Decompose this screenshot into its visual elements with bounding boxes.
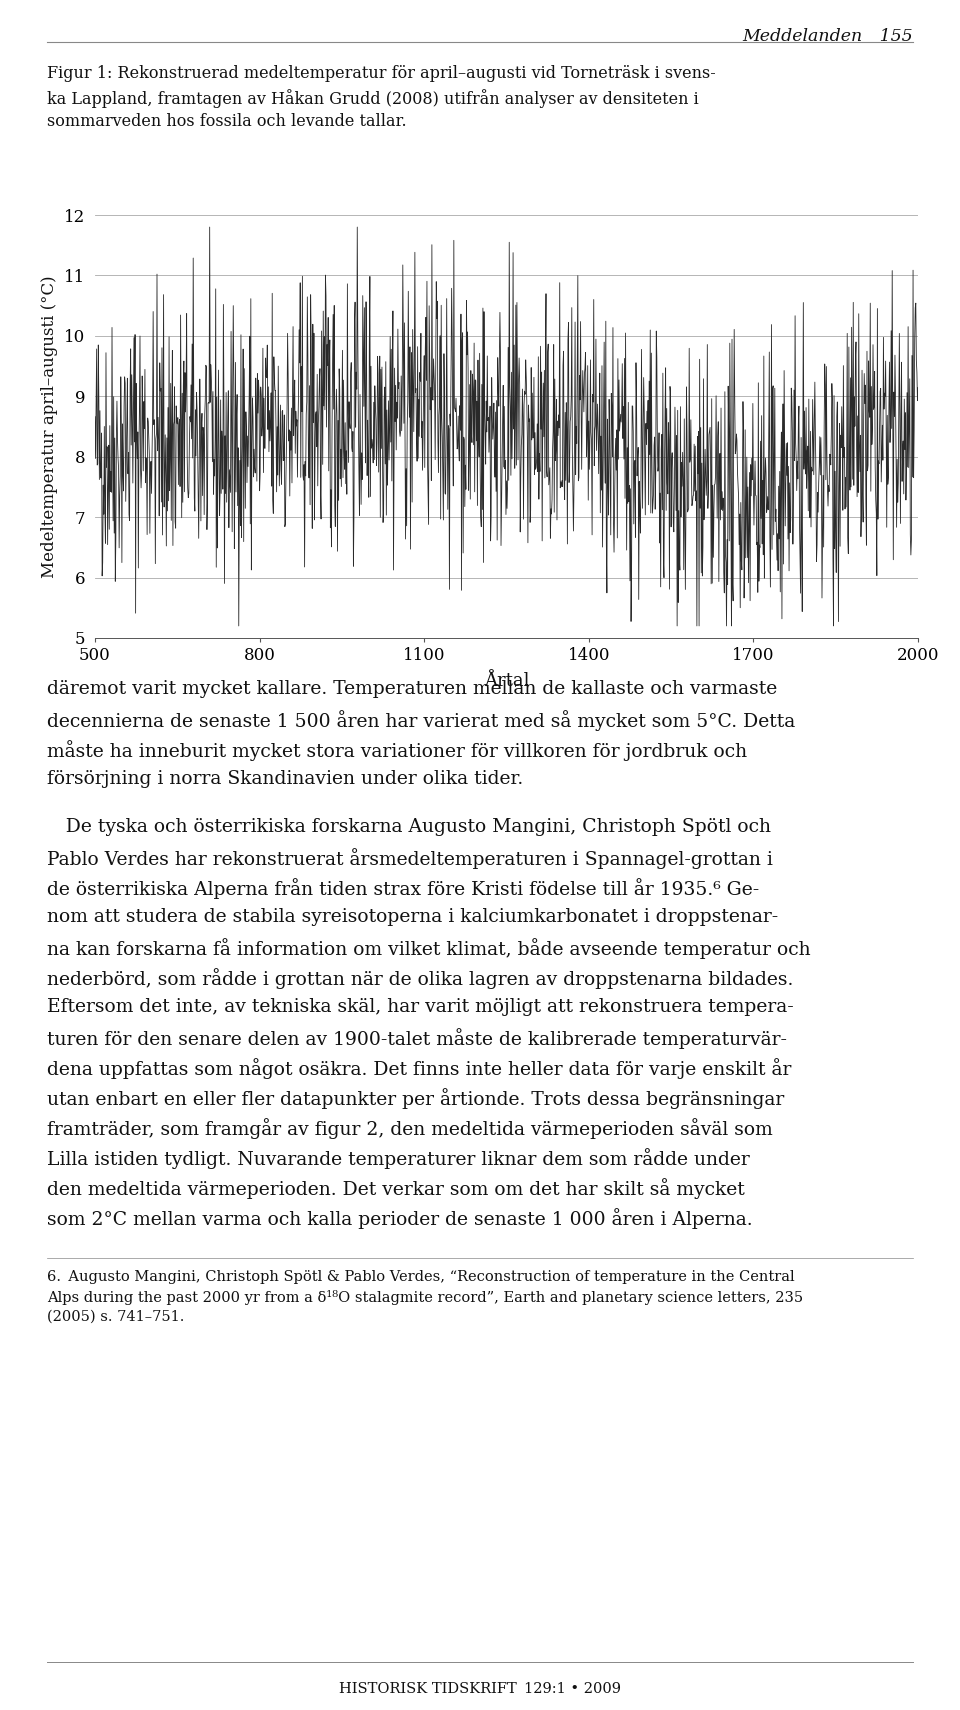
Text: Meddelanden 155: Meddelanden 155 xyxy=(742,27,913,44)
Text: måste ha inneburit mycket stora variationer för villkoren för jordbruk och: måste ha inneburit mycket stora variatio… xyxy=(47,740,747,761)
Text: turen för den senare delen av 1900-talet måste de kalibrerade temperaturvär-: turen för den senare delen av 1900-talet… xyxy=(47,1028,787,1048)
Text: de österrikiska Alperna från tiden strax före Kristi födelse till år 1935.⁶ Ge-: de österrikiska Alperna från tiden strax… xyxy=(47,877,759,899)
X-axis label: Årtal: Årtal xyxy=(484,672,529,691)
Text: na kan forskarna få information om vilket klimat, både avseende temperatur och: na kan forskarna få information om vilke… xyxy=(47,939,810,959)
Text: Pablo Verdes har rekonstruerat årsmedeltemperaturen i Spannagel-grottan i: Pablo Verdes har rekonstruerat årsmedelt… xyxy=(47,848,773,869)
Text: den medeltida värmeperioden. Det verkar som om det har skilt så mycket: den medeltida värmeperioden. Det verkar … xyxy=(47,1178,745,1199)
Text: HISTORISK TIDSKRIFT 129:1 • 2009: HISTORISK TIDSKRIFT 129:1 • 2009 xyxy=(339,1683,621,1696)
Text: nederbörd, som rådde i grottan när de olika lagren av droppstenarna bildades.: nederbörd, som rådde i grottan när de ol… xyxy=(47,968,793,988)
Text: försörjning i norra Skandinavien under olika tider.: försörjning i norra Skandinavien under o… xyxy=(47,770,523,788)
Text: utan enbart en eller fler datapunkter per årtionde. Trots dessa begränsningar: utan enbart en eller fler datapunkter pe… xyxy=(47,1088,784,1110)
Text: Eftersom det inte, av tekniska skäl, har varit möjligt att rekonstruera tempera-: Eftersom det inte, av tekniska skäl, har… xyxy=(47,999,794,1016)
Text: Lilla istiden tydligt. Nuvarande temperaturer liknar dem som rådde under: Lilla istiden tydligt. Nuvarande tempera… xyxy=(47,1147,750,1170)
Text: sommarveden hos fossila och levande tallar.: sommarveden hos fossila och levande tall… xyxy=(47,113,407,130)
Text: dena uppfattas som något osäkra. Det finns inte heller data för varje enskilt år: dena uppfattas som något osäkra. Det fin… xyxy=(47,1058,791,1079)
Text: däremot varit mycket kallare. Temperaturen mellan de kallaste och varmaste: däremot varit mycket kallare. Temperatur… xyxy=(47,681,778,698)
Text: ka Lappland, framtagen av Håkan Grudd (2008) utifrån analyser av densiteten i: ka Lappland, framtagen av Håkan Grudd (2… xyxy=(47,89,699,108)
Text: decennierna de senaste 1 500 åren har varierat med så mycket som 5°C. Detta: decennierna de senaste 1 500 åren har va… xyxy=(47,710,795,730)
Text: som 2°C mellan varma och kalla perioder de senaste 1 000 åren i Alperna.: som 2°C mellan varma och kalla perioder … xyxy=(47,1207,753,1229)
Text: De tyska och österrikiska forskarna Augusto Mangini, Christoph Spötl och: De tyska och österrikiska forskarna Augu… xyxy=(47,817,771,836)
Text: nom att studera de stabila syreisotoperna i kalciumkarbonatet i droppstenar-: nom att studera de stabila syreisotopern… xyxy=(47,908,779,927)
Y-axis label: Medeltemperatur april–augusti (°C): Medeltemperatur april–augusti (°C) xyxy=(41,275,59,578)
Text: Alps during the past 2000 yr from a δ¹⁸O stalagmite record”, Earth and planetary: Alps during the past 2000 yr from a δ¹⁸O… xyxy=(47,1289,804,1305)
Text: Figur 1: Rekonstruerad medeltemperatur för april–augusti vid Torneträsk i svens-: Figur 1: Rekonstruerad medeltemperatur f… xyxy=(47,65,716,82)
Text: (2005) s. 741–751.: (2005) s. 741–751. xyxy=(47,1310,184,1324)
Text: framträder, som framgår av figur 2, den medeltida värmeperioden såväl som: framträder, som framgår av figur 2, den … xyxy=(47,1118,773,1139)
Text: 6. Augusto Mangini, Christoph Spötl & Pablo Verdes, “Reconstruction of temperatu: 6. Augusto Mangini, Christoph Spötl & Pa… xyxy=(47,1271,795,1284)
